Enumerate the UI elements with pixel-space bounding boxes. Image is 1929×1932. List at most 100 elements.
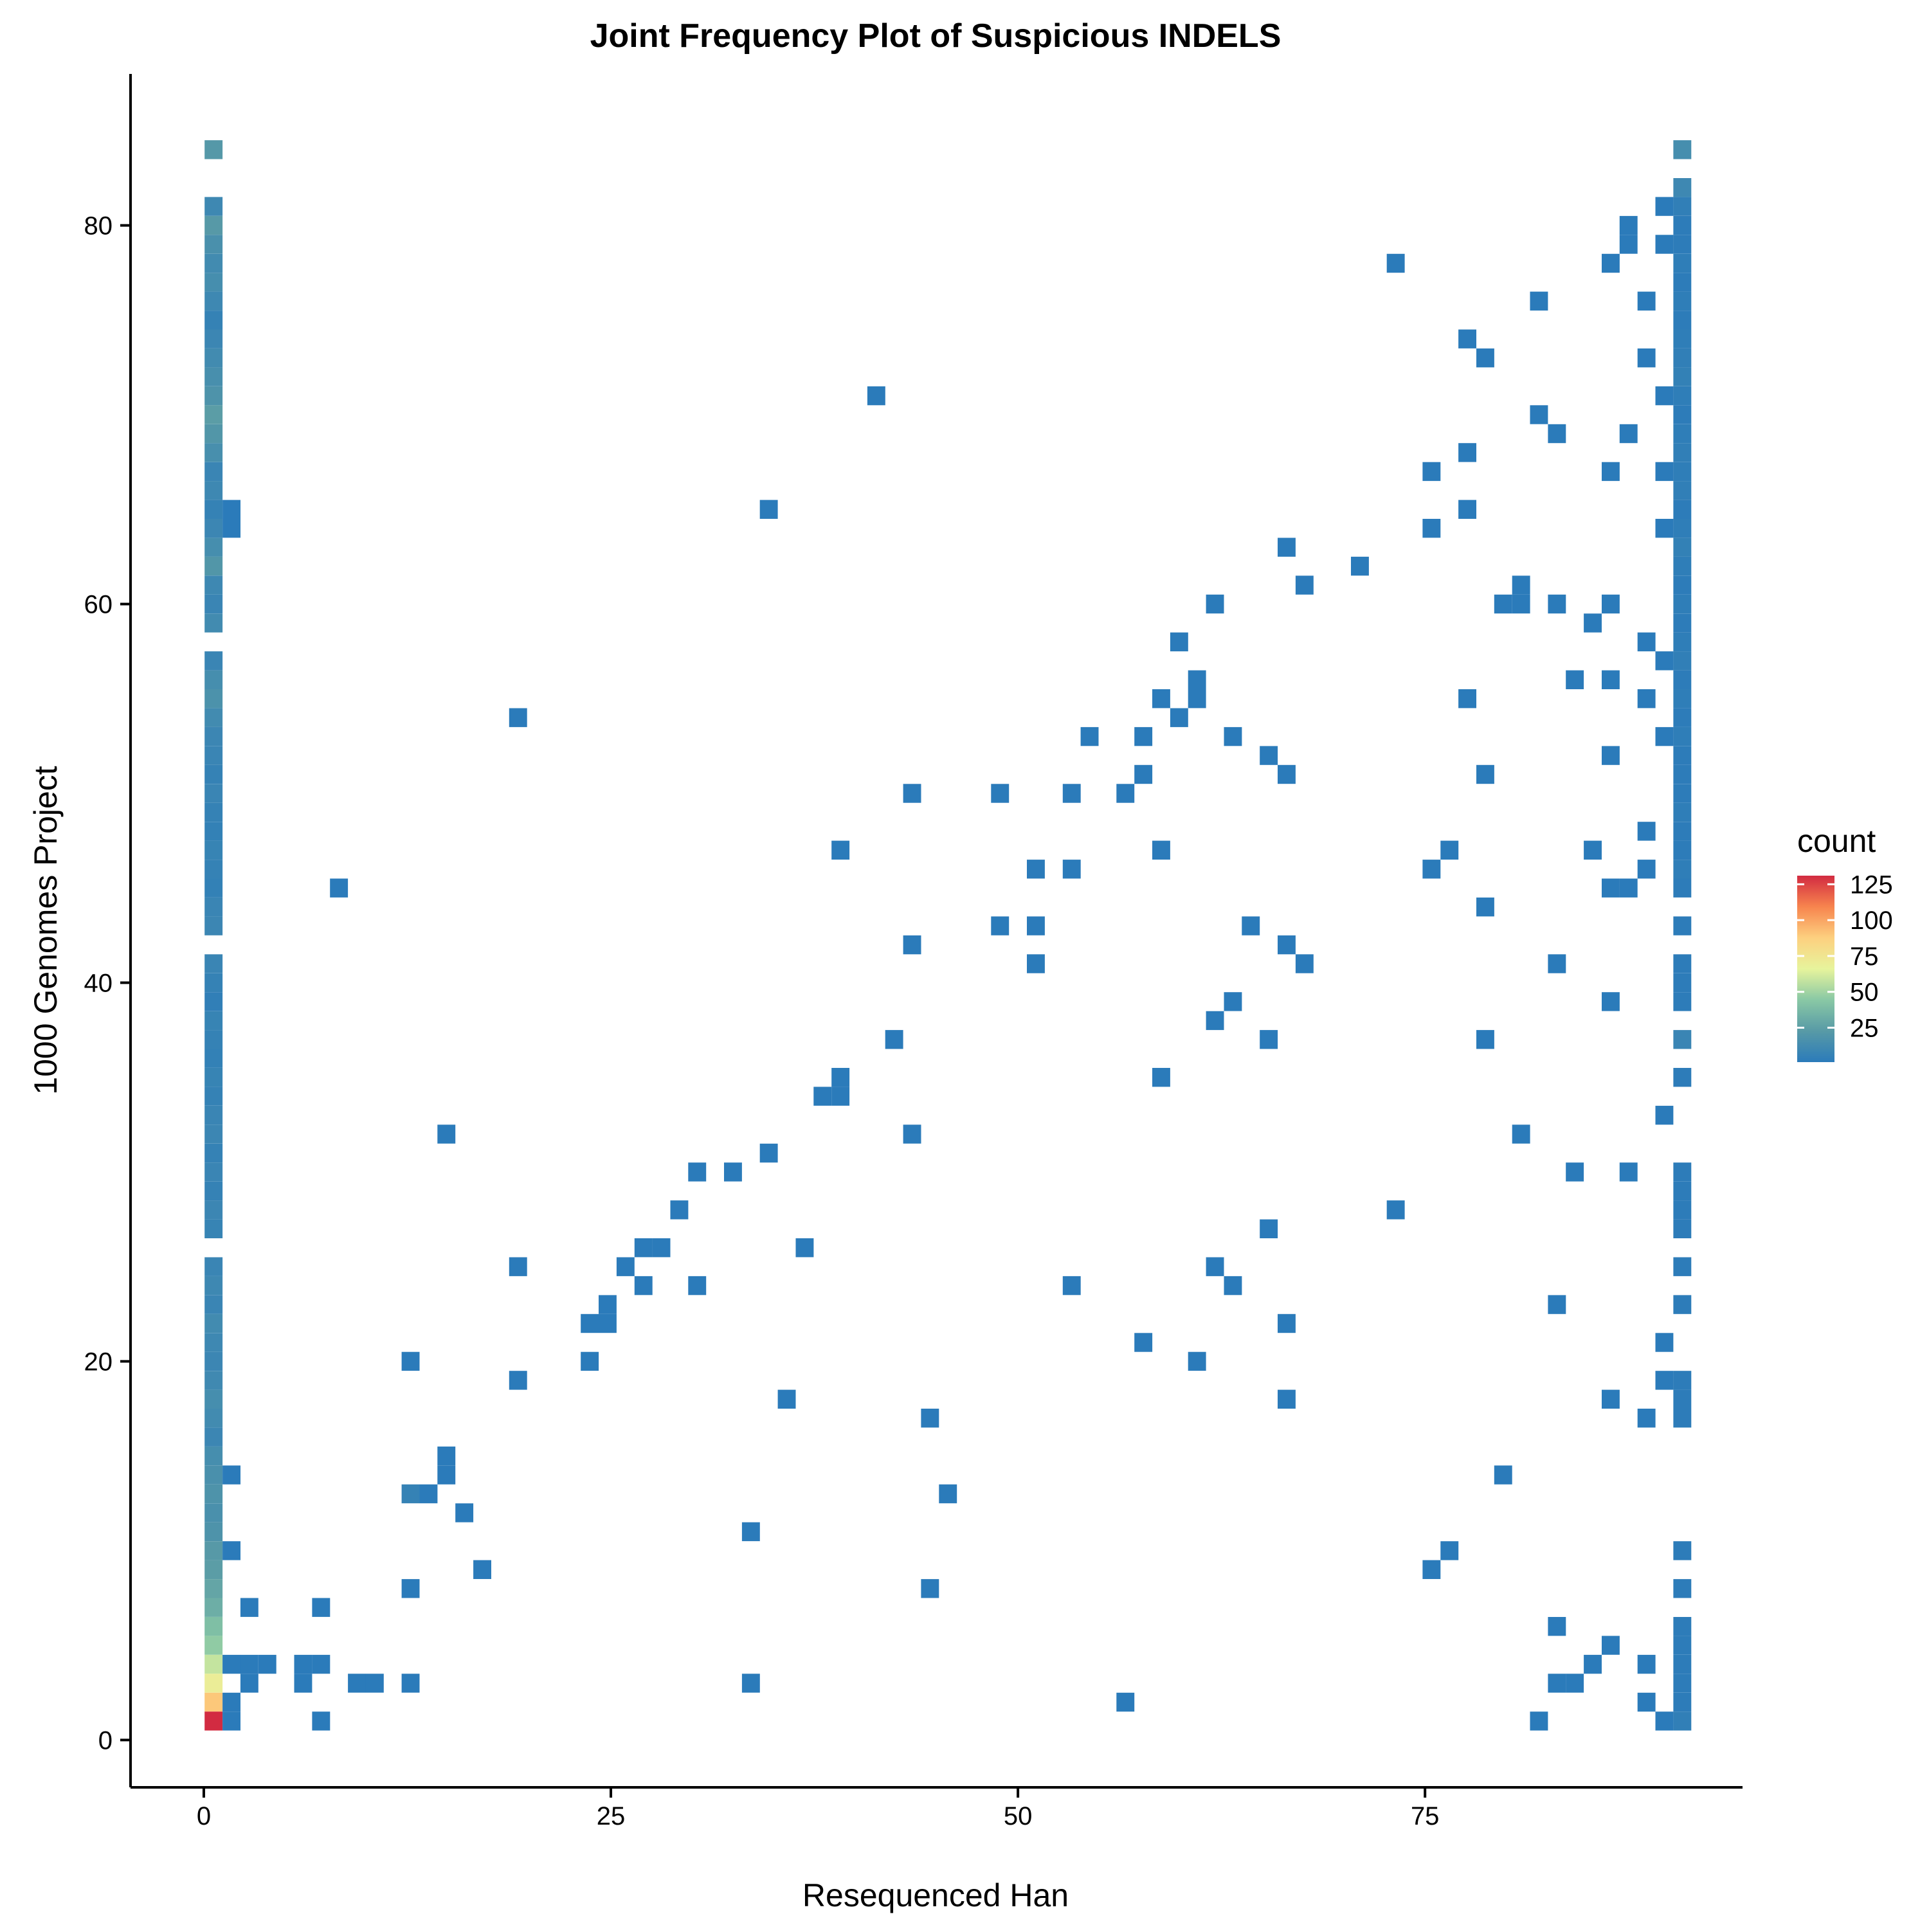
heatmap-cell bbox=[1351, 556, 1369, 576]
heatmap-cell bbox=[1655, 386, 1674, 406]
heatmap-cell bbox=[1673, 1181, 1692, 1201]
heatmap-cell bbox=[1386, 253, 1405, 273]
heatmap-cell bbox=[204, 273, 223, 292]
heatmap-cell bbox=[204, 973, 223, 993]
heatmap-cell bbox=[795, 1238, 814, 1258]
heatmap-cell bbox=[330, 878, 349, 898]
heatmap-cell bbox=[1673, 311, 1692, 330]
heatmap-cell bbox=[1673, 954, 1692, 973]
heatmap-cell bbox=[1206, 1011, 1224, 1031]
heatmap-cell bbox=[1673, 1030, 1692, 1049]
heatmap-cell bbox=[581, 1314, 599, 1333]
heatmap-cell bbox=[1673, 1068, 1692, 1087]
heatmap-cell bbox=[204, 311, 223, 330]
heatmap-cell bbox=[1673, 727, 1692, 746]
heatmap-cell bbox=[1278, 935, 1296, 955]
heatmap-cell bbox=[1673, 822, 1692, 841]
heatmap-cell bbox=[1673, 916, 1692, 935]
heatmap-cell bbox=[1673, 992, 1692, 1011]
heatmap-cell bbox=[903, 784, 921, 803]
heatmap-cell bbox=[1512, 575, 1530, 595]
legend-tick-label: 25 bbox=[1850, 1014, 1879, 1042]
heatmap-cell bbox=[1673, 1409, 1692, 1428]
heatmap-cell bbox=[1584, 613, 1602, 633]
heatmap-cell bbox=[1673, 215, 1692, 235]
heatmap-cell bbox=[1673, 500, 1692, 519]
heatmap-cell bbox=[204, 329, 223, 348]
heatmap-cell bbox=[1170, 708, 1188, 727]
heatmap-cell bbox=[204, 1598, 223, 1617]
heatmap-cell bbox=[1673, 1541, 1692, 1560]
heatmap-cell bbox=[1619, 1162, 1638, 1182]
heatmap-cell bbox=[1673, 708, 1692, 727]
heatmap-cell bbox=[688, 1162, 707, 1182]
heatmap-cell bbox=[1637, 1409, 1656, 1428]
legend-tick-label: 75 bbox=[1850, 943, 1879, 971]
heatmap-cell bbox=[1476, 1030, 1494, 1049]
heatmap-cell bbox=[222, 519, 240, 538]
heatmap-cell bbox=[670, 1200, 689, 1220]
heatmap-cell bbox=[204, 1333, 223, 1352]
heatmap-cell bbox=[1062, 860, 1081, 879]
heatmap-cell bbox=[921, 1409, 939, 1428]
heatmap-cell bbox=[1637, 822, 1656, 841]
heatmap-cell bbox=[688, 1276, 707, 1296]
heatmap-cell bbox=[1673, 1371, 1692, 1390]
heatmap-cell bbox=[204, 1579, 223, 1598]
heatmap-cell bbox=[1566, 1674, 1584, 1693]
heatmap-cell bbox=[1637, 632, 1656, 652]
heatmap-cell bbox=[204, 1030, 223, 1049]
heatmap-cell bbox=[204, 1522, 223, 1542]
heatmap-cell bbox=[204, 1276, 223, 1296]
heatmap-cell bbox=[1512, 1124, 1530, 1144]
heatmap-cell bbox=[204, 784, 223, 803]
heatmap-cell bbox=[991, 916, 1010, 935]
heatmap-cell bbox=[1458, 689, 1476, 709]
heatmap-cell bbox=[1458, 329, 1476, 348]
heatmap-cell bbox=[759, 500, 778, 519]
heatmap-cell bbox=[1476, 764, 1494, 784]
heatmap-cell bbox=[509, 708, 527, 727]
heatmap-cell bbox=[1206, 594, 1224, 614]
heatmap-cell bbox=[1673, 443, 1692, 462]
heatmap-cell bbox=[1170, 632, 1188, 652]
heatmap-cell bbox=[1655, 462, 1674, 482]
heatmap-cell bbox=[204, 443, 223, 462]
y-tick-label: 60 bbox=[84, 591, 113, 619]
heatmap-cell bbox=[1027, 954, 1045, 973]
heatmap-cell bbox=[1619, 878, 1638, 898]
heatmap-cell bbox=[1440, 1541, 1459, 1560]
heatmap-cell bbox=[204, 1219, 223, 1238]
heatmap-cell bbox=[204, 1162, 223, 1182]
x-axis-ticks: 0 25 50 75 bbox=[197, 1787, 1439, 1830]
heatmap-cell bbox=[204, 822, 223, 841]
heatmap-cell bbox=[1673, 1674, 1692, 1693]
heatmap-cell bbox=[634, 1276, 653, 1296]
heatmap-cell bbox=[634, 1238, 653, 1258]
heatmap-cell bbox=[1116, 784, 1135, 803]
heatmap-cell bbox=[312, 1598, 331, 1617]
heatmap-cell bbox=[204, 613, 223, 633]
heatmap-cell bbox=[1673, 802, 1692, 822]
heatmap-cell bbox=[1602, 992, 1620, 1011]
heatmap-cell bbox=[240, 1654, 258, 1674]
heatmap-cell bbox=[1655, 1711, 1674, 1731]
heatmap-cell bbox=[741, 1674, 760, 1693]
heatmap-cell bbox=[401, 1484, 420, 1504]
heatmap-cell bbox=[1080, 727, 1099, 746]
heatmap-cell bbox=[204, 235, 223, 254]
heatmap-cell bbox=[204, 386, 223, 406]
heatmap-cell bbox=[204, 481, 223, 500]
heatmap-cell bbox=[1295, 575, 1314, 595]
heatmap-cell bbox=[1673, 367, 1692, 386]
heatmap-cell bbox=[365, 1674, 384, 1693]
heatmap-cell bbox=[1548, 424, 1566, 444]
heatmap-cell bbox=[1673, 632, 1692, 652]
heatmap-cell bbox=[1673, 689, 1692, 709]
legend-title: count bbox=[1797, 823, 1876, 859]
heatmap-cell bbox=[1224, 992, 1242, 1011]
heatmap-cell bbox=[204, 1105, 223, 1125]
heatmap-cell bbox=[204, 1257, 223, 1276]
heatmap-cell bbox=[240, 1598, 258, 1617]
